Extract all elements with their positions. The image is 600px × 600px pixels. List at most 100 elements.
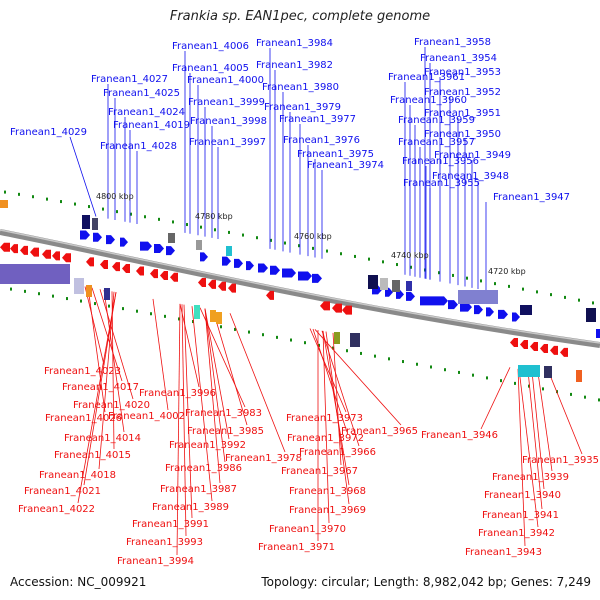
gene-label-reverse[interactable]: Franean1_4021 [24,486,101,497]
forward-gene-arrow[interactable] [246,261,254,271]
forward-gene-arrow[interactable] [270,265,280,275]
gene-label-reverse[interactable]: Franean1_3935 [522,455,599,466]
gene-label-forward[interactable]: Franean1_3951 [424,108,501,119]
gene-label-reverse[interactable]: Franean1_3965 [341,426,418,437]
gene-label-reverse[interactable]: Franean1_3993 [126,537,203,548]
gene-label-reverse[interactable]: Franean1_3939 [492,472,569,483]
gene-label-forward[interactable]: Franean1_3952 [424,87,501,98]
gene-label-reverse[interactable]: Franean1_3992 [169,440,246,451]
gene-label-reverse[interactable]: Franean1_4018 [39,470,116,481]
gene-label-forward[interactable]: Franean1_3950 [424,129,501,140]
reverse-gene-arrow[interactable] [42,249,51,259]
forward-gene-arrow[interactable] [166,246,175,256]
reverse-gene-arrow[interactable] [122,263,130,273]
gene-label-reverse[interactable]: Franean1_3941 [482,510,559,521]
reverse-gene-arrow[interactable] [266,290,274,300]
gene-label-forward[interactable]: Franean1_4029 [10,127,87,138]
gene-label-reverse[interactable]: Franean1_3994 [117,556,194,567]
reverse-gene-arrow[interactable] [510,338,518,348]
gene-label-forward[interactable]: Franean1_3980 [262,82,339,93]
gene-label-reverse[interactable]: Franean1_3978 [225,453,302,464]
reverse-gene-arrow[interactable] [0,242,10,252]
forward-gene-arrow[interactable] [140,241,152,251]
gene-label-forward[interactable]: Franean1_4028 [100,141,177,152]
forward-gene-arrow[interactable] [448,300,458,310]
gene-label-forward[interactable]: Franean1_3956 [402,156,479,167]
reverse-gene-arrow[interactable] [10,244,18,254]
gene-label-reverse[interactable]: Franean1_3989 [152,502,229,513]
forward-gene-arrow[interactable] [154,244,164,254]
forward-gene-arrow[interactable] [474,305,483,315]
gene-label-reverse[interactable]: Franean1_3967 [281,466,358,477]
forward-gene-arrow[interactable] [596,329,600,338]
gene-label-reverse[interactable]: Franean1_3996 [139,388,216,399]
gene-label-reverse[interactable]: Franean1_3973 [286,413,363,424]
reverse-gene-arrow[interactable] [86,257,94,267]
gene-label-forward[interactable]: Franean1_3954 [420,53,497,64]
gene-label-reverse[interactable]: Franean1_4014 [64,433,141,444]
reverse-gene-arrow[interactable] [160,270,168,280]
gene-label-reverse[interactable]: Franean1_4026 [45,413,122,424]
gene-label-forward[interactable]: Franean1_3948 [432,171,509,182]
forward-gene-arrow[interactable] [258,263,268,273]
gene-label-forward[interactable]: Franean1_3949 [434,150,511,161]
reverse-gene-arrow[interactable] [320,301,330,311]
reverse-gene-arrow[interactable] [62,253,71,263]
forward-gene-arrow[interactable] [298,271,312,281]
reverse-gene-arrow[interactable] [530,341,538,351]
forward-gene-arrow[interactable] [93,232,102,242]
reverse-gene-arrow[interactable] [208,279,216,289]
reverse-gene-arrow[interactable] [150,269,158,279]
reverse-gene-arrow[interactable] [342,305,352,315]
gene-label-forward[interactable]: Franean1_4005 [172,63,249,74]
gene-label-reverse[interactable]: Franean1_3943 [465,547,542,558]
gene-label-forward[interactable]: Franean1_4019 [113,120,190,131]
gene-label-reverse[interactable]: Franean1_4020 [73,400,150,411]
gene-label-forward[interactable]: Franean1_3955 [403,178,480,189]
gene-label-reverse[interactable]: Franean1_3986 [165,463,242,474]
gene-label-reverse[interactable]: Franean1_4023 [44,366,121,377]
reverse-gene-arrow[interactable] [100,259,108,269]
gene-label-forward[interactable]: Franean1_3961 [388,72,465,83]
gene-label-reverse[interactable]: Franean1_3991 [132,519,209,530]
gene-label-forward[interactable]: Franean1_3977 [279,114,356,125]
gene-label-reverse[interactable]: Franean1_3983 [185,408,262,419]
gene-label-reverse[interactable]: Franean1_3966 [299,447,376,458]
reverse-gene-arrow[interactable] [136,266,144,276]
forward-gene-arrow[interactable] [80,230,90,240]
gene-label-reverse[interactable]: Franean1_3946 [421,430,498,441]
forward-gene-arrow[interactable] [396,289,404,299]
forward-gene-arrow[interactable] [406,291,415,301]
forward-gene-arrow[interactable] [512,312,520,322]
gene-label-forward[interactable]: Franean1_3975 [297,149,374,160]
gene-label-reverse[interactable]: Franean1_3985 [187,426,264,437]
gene-label-reverse[interactable]: Franean1_3968 [289,486,366,497]
reverse-gene-arrow[interactable] [20,245,28,255]
gene-label-reverse[interactable]: Franean1_4015 [54,450,131,461]
forward-gene-arrow[interactable] [120,237,128,247]
forward-gene-arrow[interactable] [498,309,508,319]
gene-label-forward[interactable]: Franean1_3957 [398,137,475,148]
forward-gene-arrow[interactable] [420,296,448,306]
reverse-gene-arrow[interactable] [52,251,60,261]
forward-gene-arrow[interactable] [234,258,243,268]
gene-label-reverse[interactable]: Franean1_4002 [108,411,185,422]
gene-label-forward[interactable]: Franean1_4027 [91,74,168,85]
gene-label-forward[interactable]: Franean1_4000 [187,75,264,86]
forward-gene-arrow[interactable] [282,268,296,278]
gene-label-forward[interactable]: Franean1_3982 [256,60,333,71]
gene-label-forward[interactable]: Franean1_3984 [256,38,333,49]
reverse-gene-arrow[interactable] [218,281,226,291]
gene-label-reverse[interactable]: Franean1_3940 [484,490,561,501]
reverse-gene-arrow[interactable] [560,347,568,357]
gene-label-reverse[interactable]: Franean1_3942 [478,528,555,539]
reverse-gene-arrow[interactable] [228,283,236,293]
gene-label-forward[interactable]: Franean1_4025 [103,88,180,99]
forward-gene-arrow[interactable] [460,302,472,312]
gene-label-forward[interactable]: Franean1_3947 [493,192,570,203]
reverse-gene-arrow[interactable] [112,262,120,272]
reverse-gene-arrow[interactable] [520,340,528,350]
gene-label-reverse[interactable]: Franean1_3969 [289,505,366,516]
reverse-gene-arrow[interactable] [170,272,178,282]
forward-gene-arrow[interactable] [222,256,231,266]
